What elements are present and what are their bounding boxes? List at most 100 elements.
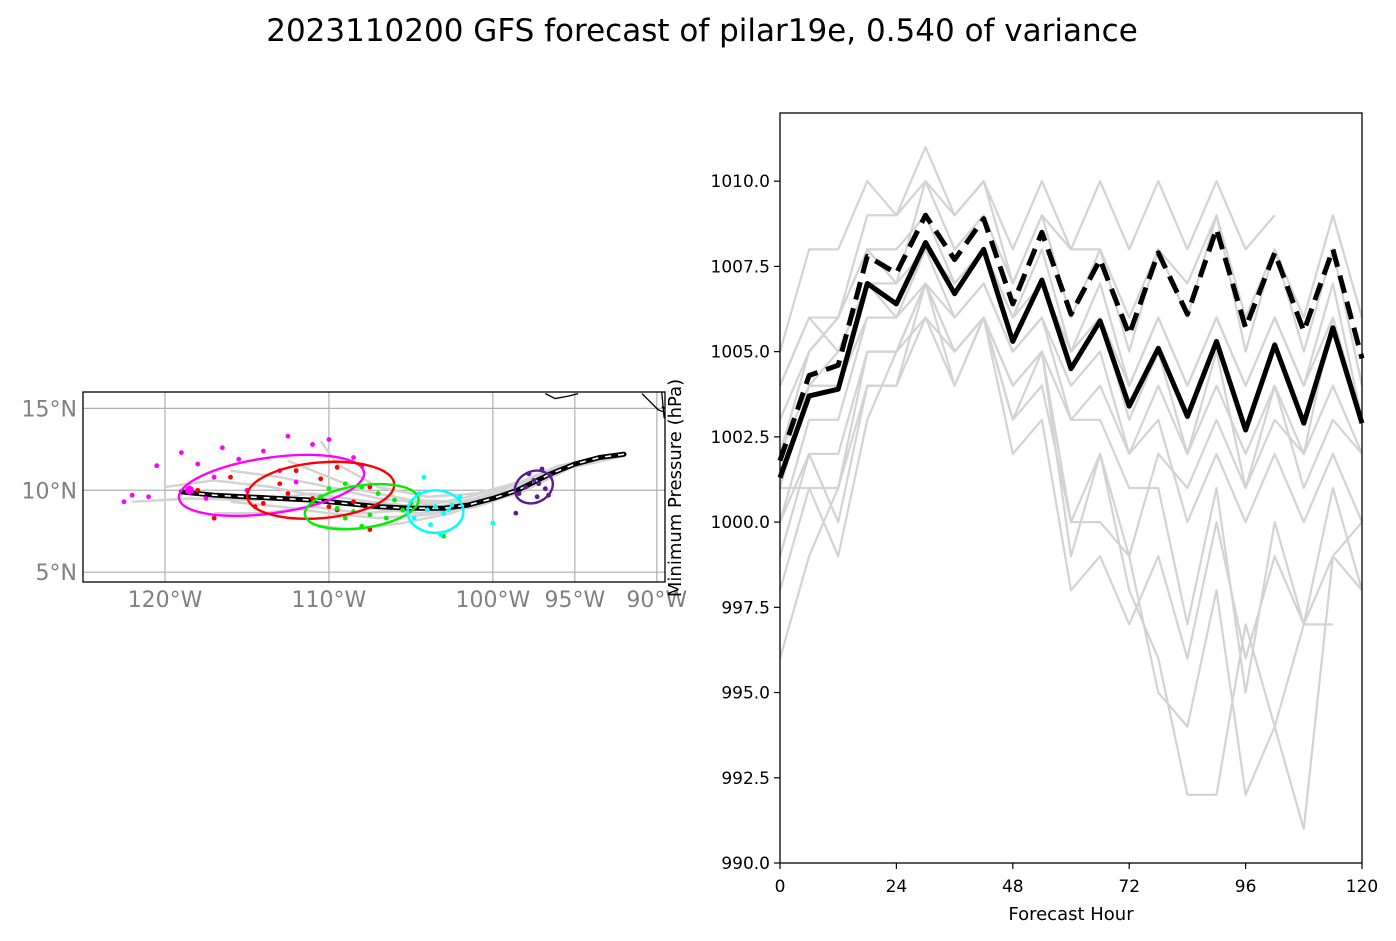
pressure-y-ticks: 990.0 992.5 995.0 997.5 1000.0 1002.5 1005.0 10… (711, 172, 780, 874)
cluster-point (383, 515, 389, 521)
cluster-point (534, 494, 540, 500)
cluster-point (367, 527, 373, 532)
cluster-point (293, 479, 299, 485)
cluster-point (392, 497, 397, 503)
cluster-point (334, 505, 340, 511)
cluster-point (351, 455, 356, 460)
ensemble-pressure-line (778, 282, 1364, 659)
cluster-point (326, 504, 332, 510)
cluster-point (260, 448, 266, 454)
cluster-ellipse (245, 460, 396, 520)
cluster-point (178, 450, 184, 456)
coastline (545, 392, 665, 419)
cluster-point (285, 433, 291, 439)
y-tick-label: 997.5 (721, 598, 770, 618)
cluster-point (203, 496, 209, 501)
cluster-point (513, 510, 519, 516)
cluster-point (516, 491, 522, 496)
cluster-point (424, 507, 430, 513)
mean-pressure-line (777, 240, 1365, 479)
cluster-point (441, 510, 447, 516)
cluster-point (146, 494, 151, 500)
y-tick-label: 1010.0 (711, 172, 770, 192)
cluster-point (154, 463, 160, 469)
x-tick-label: 48 (1002, 877, 1024, 897)
ensemble-pressure-line (780, 316, 1363, 660)
cluster-point (310, 442, 315, 447)
cluster-ellipse (303, 482, 420, 531)
cluster-point (293, 468, 299, 474)
cluster-point (367, 512, 373, 518)
x-tick-label: 72 (1118, 877, 1140, 897)
x-tick-label: 120 (1346, 877, 1378, 897)
cluster-point (367, 484, 373, 490)
ensemble-pressure-line (778, 145, 1276, 352)
cluster-point (318, 476, 324, 482)
coastline-segment (661, 392, 665, 419)
cluster-point (277, 481, 283, 487)
cluster-point (342, 481, 348, 487)
cluster-point (490, 520, 496, 526)
cluster-centroid (185, 485, 195, 495)
ensemble-track (214, 453, 625, 515)
x-tick-label: 0 (775, 877, 786, 897)
y-tick-label: 1002.5 (711, 428, 770, 448)
cluster-point (326, 486, 332, 492)
track-map: 120°W 110°W 100°W 95°W 90°W 15°N 10°N 5°N (22, 391, 687, 613)
map-lat-tick-label: 5°N (36, 561, 77, 586)
cluster-point (195, 487, 201, 493)
mean-track (178, 451, 627, 511)
x-tick-label: 24 (886, 877, 908, 897)
cluster-point (536, 481, 542, 487)
y-tick-label: 1000.0 (711, 513, 770, 533)
cluster-point (121, 499, 127, 505)
cluster-points (121, 433, 553, 539)
cluster-point (375, 491, 381, 496)
cluster-point (523, 484, 529, 490)
cluster-point (334, 464, 340, 470)
ensemble-pressure-line (778, 316, 1363, 831)
cluster-point (428, 522, 433, 528)
ensemble-track (319, 440, 625, 499)
cluster-point (211, 474, 217, 480)
y-tick-label: 992.5 (721, 769, 770, 789)
coastline-segment (545, 393, 579, 400)
pressure-x-axis-label: Forecast Hour (1008, 904, 1134, 925)
cluster-point (211, 515, 217, 521)
pressure-frame (779, 112, 1363, 864)
cluster-point (449, 502, 455, 508)
map-lon-tick-label: 120°W (128, 588, 203, 613)
cluster-point (326, 437, 332, 442)
cluster-point (421, 474, 427, 480)
x-tick-label: 96 (1235, 877, 1257, 897)
cluster-point (446, 507, 451, 513)
cluster-point (400, 507, 406, 513)
cluster-point (433, 504, 438, 510)
map-lat-tick-label: 15°N (22, 397, 77, 422)
cluster-point (260, 500, 266, 506)
map-lat-tick-label: 10°N (22, 479, 77, 504)
dashed-mean-pressure-line (777, 212, 1365, 462)
cluster-point (531, 478, 537, 483)
cluster-point (236, 456, 242, 462)
figure-title: 2023110200 GFS forecast of pilar19e, 0.5… (266, 13, 1138, 49)
map-lon-tick-label: 90°W (626, 588, 687, 613)
map-lon-tick-label: 110°W (292, 588, 367, 613)
cluster-point (351, 499, 356, 505)
ensemble-pressure-line (778, 282, 1333, 796)
pressure-y-axis-label: Minimum Pressure (hPa) (665, 379, 686, 597)
cluster-point (457, 494, 463, 500)
y-tick-label: 990.0 (721, 854, 770, 874)
map-frame (82, 391, 666, 583)
y-tick-label: 1007.5 (711, 257, 770, 277)
cluster-point (228, 474, 233, 480)
cluster-point (219, 445, 225, 451)
y-tick-label: 995.0 (721, 684, 770, 704)
cluster-ellipses (177, 453, 555, 535)
cluster-ellipse (513, 469, 555, 505)
map-plot-area (121, 392, 665, 539)
pressure-x-ticks: 0 24 48 72 96 120 (775, 863, 1378, 897)
ensemble-tracks (132, 440, 625, 531)
map-lon-tick-label: 95°W (544, 588, 605, 613)
